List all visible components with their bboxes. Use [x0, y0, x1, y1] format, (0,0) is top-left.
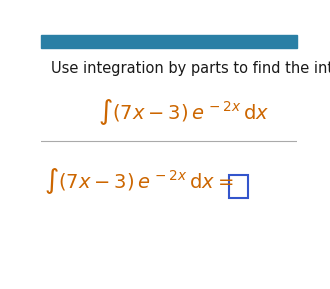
- Text: Use integration by parts to find the integral.: Use integration by parts to find the int…: [51, 61, 330, 76]
- Text: $\int (7x-3)\, e^{\,-2x}\, \mathrm{d}x =$: $\int (7x-3)\, e^{\,-2x}\, \mathrm{d}x =…: [44, 166, 233, 196]
- Bar: [41, 35, 297, 48]
- Text: $\int (7x-3)\, e^{\,-2x}\, \mathrm{d}x$: $\int (7x-3)\, e^{\,-2x}\, \mathrm{d}x$: [98, 97, 269, 127]
- Bar: [229, 175, 248, 198]
